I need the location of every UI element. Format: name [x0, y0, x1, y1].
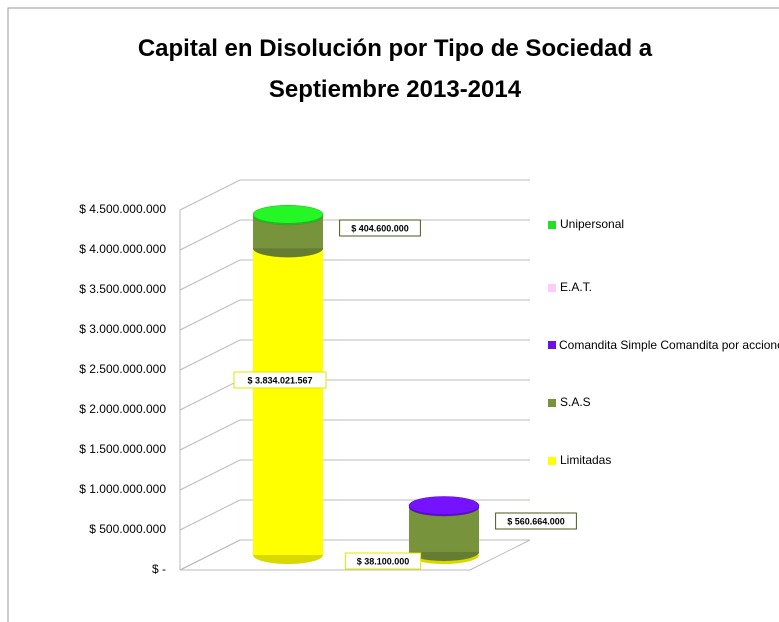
legend-label: Unipersonal	[560, 217, 624, 231]
y-tick-label: $ 1.500.000.000	[79, 442, 166, 456]
grid-line	[179, 419, 530, 451]
grid-line	[179, 219, 530, 251]
grid-line	[179, 459, 530, 491]
data-label: $ 560.664.000	[507, 516, 565, 526]
legend-swatch	[548, 284, 556, 292]
y-tick-label: $ 3.000.000.000	[79, 322, 166, 336]
legend-swatch	[548, 399, 556, 407]
y-tick-label: $ 500.000.000	[89, 522, 166, 536]
y-tick-label: $ 1.000.000.000	[79, 482, 166, 496]
grid-line	[179, 259, 530, 291]
y-tick-label: $ 2.500.000.000	[79, 362, 166, 376]
data-label-box	[344, 552, 422, 570]
cylinder-segment	[252, 205, 324, 225]
chart-border	[7, 7, 779, 622]
grid-line	[179, 299, 530, 331]
legend-swatch	[548, 221, 556, 229]
legend-label: E.A.T.	[560, 280, 592, 294]
y-tick-label: $ -	[152, 562, 166, 576]
grid-line	[179, 179, 530, 211]
cylinder-segment	[408, 496, 480, 517]
y-tick-label: $ 4.000.000.000	[79, 242, 166, 256]
cylinder-side	[253, 248, 323, 556]
legend-swatch	[548, 341, 556, 349]
data-label-box	[233, 371, 327, 389]
chart-title: Capital en Disolución por Tipo de Socied…	[137, 35, 653, 103]
legend-label: S.A.S	[560, 395, 591, 409]
cylinder-top	[252, 205, 324, 224]
y-tick-label: $ 4.500.000.000	[79, 202, 166, 216]
data-label: $ 38.100.000	[357, 556, 410, 566]
legend-label: Comandita Simple Comandita por acciones	[559, 338, 779, 352]
y-tick-label: $ 2.000.000.000	[79, 402, 166, 416]
data-label: $ 404.600.000	[351, 223, 409, 233]
legend-label: Limitadas	[560, 453, 611, 467]
cylinder-top	[408, 496, 480, 515]
grid-line	[179, 339, 530, 371]
cylinder-segment	[252, 239, 324, 564]
legend-swatch	[548, 457, 556, 465]
title-box: Capital en Disolución por Tipo de Socied…	[137, 35, 653, 103]
data-label-box	[339, 219, 421, 237]
legend-label-box: Comandita Simple Comandita por acciones	[559, 338, 779, 352]
data-label-box	[495, 512, 577, 530]
data-label: $ 3.834.021.567	[247, 375, 312, 385]
grid-line	[179, 379, 530, 411]
y-tick-label: $ 3.500.000.000	[79, 282, 166, 296]
